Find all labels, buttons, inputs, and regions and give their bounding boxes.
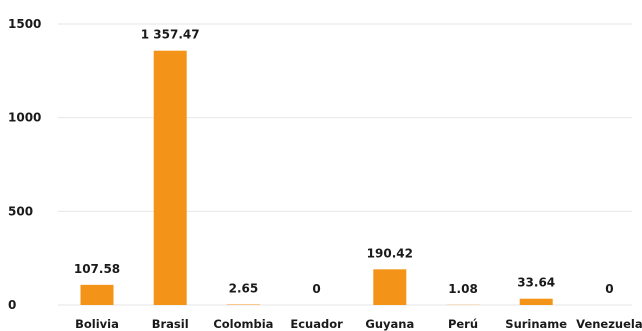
x-tick-label-brasil: Brasil: [152, 317, 189, 331]
data-label-suriname: 33.64: [517, 276, 555, 290]
bars: [80, 50, 553, 305]
data-label-brasil: 1 357.47: [141, 28, 200, 42]
x-tick-label-bolivia: Bolivia: [75, 317, 119, 331]
x-tick-label-colombia: Colombia: [213, 317, 273, 331]
gridlines: [58, 23, 632, 306]
data-label-colombia: 2.65: [229, 282, 259, 296]
x-tick-label-peru: Perú: [448, 317, 478, 331]
bar-guyana: [373, 269, 407, 305]
data-label-bolivia: 107.58: [74, 262, 120, 276]
bar-brasil: [153, 50, 187, 305]
x-tick-label-venezuela: Venezuela: [576, 317, 642, 331]
y-tick-label-1500: 1500: [8, 17, 41, 31]
data-label-peru: 1.08: [448, 282, 478, 296]
bar-bolivia: [80, 284, 114, 305]
y-axis-ticks: 0 500 1000 1500: [8, 17, 41, 312]
y-tick-label-500: 500: [8, 204, 33, 218]
data-labels: 107.58 1 357.47 2.65 0 190.42 1.08 33.64 0: [74, 28, 614, 296]
x-axis-labels: Bolivia Brasil Colombia Ecuador Guyana Perú Su…: [75, 317, 642, 331]
x-tick-label-suriname: Suriname: [505, 317, 567, 331]
bar-suriname: [519, 298, 553, 305]
y-tick-label-1000: 1000: [8, 111, 41, 125]
x-tick-label-ecuador: Ecuador: [290, 317, 343, 331]
data-label-ecuador: 0: [312, 282, 320, 296]
y-tick-label-0: 0: [8, 298, 16, 312]
x-tick-label-guyana: Guyana: [365, 317, 414, 331]
data-label-guyana: 190.42: [367, 246, 413, 260]
data-label-venezuela: 0: [605, 282, 613, 296]
